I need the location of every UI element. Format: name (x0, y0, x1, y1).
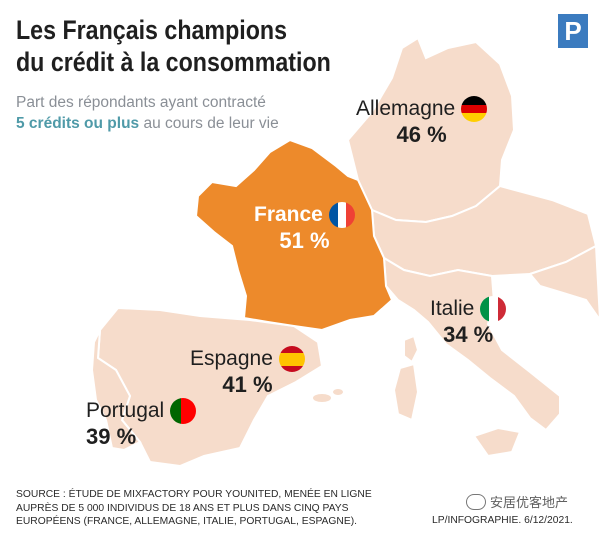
corsica-shape (403, 334, 420, 364)
country-name-portugal: Portugal (86, 399, 165, 422)
source-line-1: SOURCE : ÉTUDE DE MIXFACTORY POUR YOUNIT… (16, 489, 372, 500)
subtitle-line-2: 5 crédits ou plus au cours de leur vie (16, 113, 279, 134)
sardinia-shape (392, 362, 420, 422)
country-value-espagne: 41 % (222, 372, 273, 397)
source-line-3: EUROPÉENS (FRANCE, ALLEMAGNE, ITALIE, PO… (16, 516, 358, 527)
subtitle: Part des répondants ayant contracté 5 cr… (16, 92, 279, 134)
title-line-2: du crédit à la consommation (16, 47, 331, 77)
subtitle-highlight: 5 crédits ou plus (16, 115, 140, 132)
italy-flag-icon (480, 296, 507, 322)
germany-flag-icon (461, 96, 488, 122)
balkans-shape (528, 244, 600, 322)
country-label-france: France 51 % (254, 202, 355, 254)
country-value-portugal: 39 % (86, 424, 137, 449)
watermark-text: 安居优客地产 (490, 495, 569, 510)
country-name-allemagne: Allemagne (356, 97, 456, 120)
watermark: 安居优客地产 (466, 492, 568, 511)
country-name-espagne: Espagne (190, 347, 273, 370)
country-name-france: France (254, 203, 323, 226)
sicily-shape (472, 426, 522, 458)
italy-shape (382, 256, 561, 432)
source-line-2: AUPRÈS DE 5 000 INDIVIDUS DE 18 ANS ET P… (16, 502, 349, 514)
country-name-italie: Italie (430, 297, 475, 320)
portugal-shape (90, 329, 142, 452)
country-label-portugal: Portugal 39 % (86, 398, 197, 450)
credit-line: LP/INFOGRAPHIE. 6/12/2021. (432, 515, 573, 526)
france-flag-icon (328, 202, 355, 228)
wechat-icon (466, 493, 486, 510)
country-label-italie: Italie 34 % (430, 296, 507, 348)
country-value-france: 51 % (279, 228, 330, 253)
page-title: Les Français champions du crédit à la co… (16, 14, 331, 78)
country-value-italie: 34 % (443, 322, 494, 347)
france-shape (194, 138, 394, 332)
country-value-allemagne: 46 % (396, 122, 447, 147)
source-note: SOURCE : ÉTUDE DE MIXFACTORY POUR YOUNIT… (16, 488, 372, 529)
publisher-logo: P (558, 14, 588, 48)
balearic-shape (333, 389, 343, 395)
subtitle-line-1: Part des répondants ayant contracté (16, 94, 266, 111)
balearic-shape (313, 394, 331, 402)
country-label-espagne: Espagne 41 % (190, 346, 305, 398)
title-line-1: Les Français champions (16, 15, 288, 45)
spain-flag-icon (278, 346, 305, 372)
subtitle-rest: au cours de leur vie (139, 115, 279, 132)
portugal-flag-icon (170, 398, 197, 424)
country-label-allemagne: Allemagne 46 % (356, 96, 488, 148)
